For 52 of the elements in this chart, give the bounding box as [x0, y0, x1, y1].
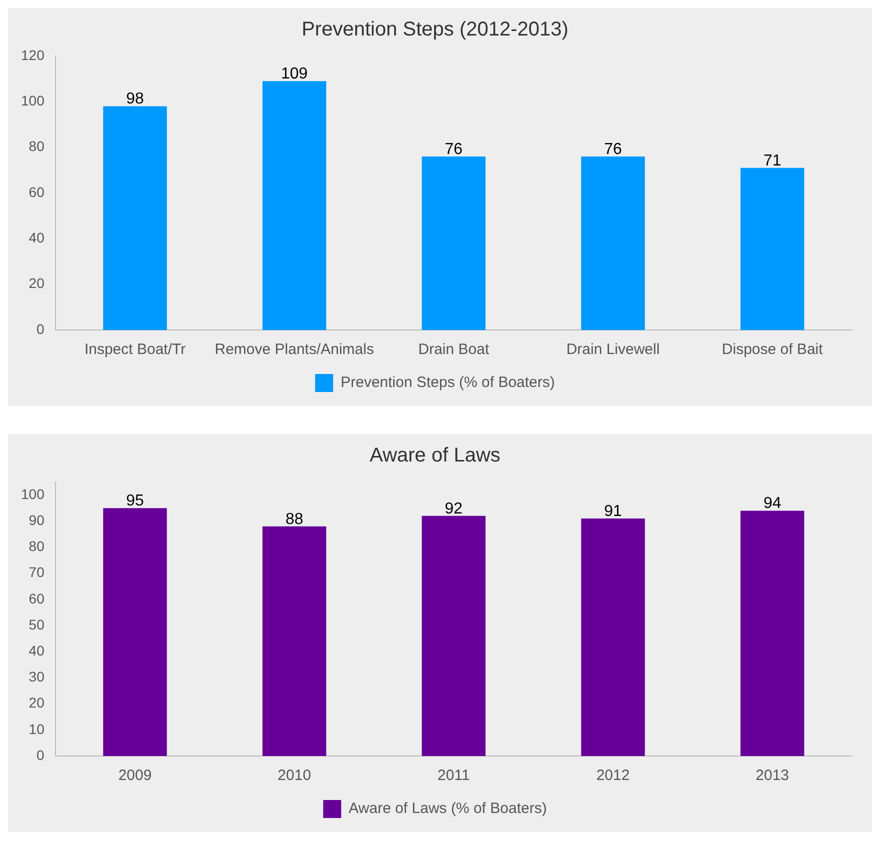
y-tick-label: 20 — [28, 275, 45, 292]
x-tick-label: Inspect Boat/Tr — [84, 341, 186, 358]
x-tick-label: 2012 — [596, 767, 630, 784]
chart-title: Aware of Laws — [370, 444, 500, 467]
y-tick-label: 120 — [21, 46, 45, 63]
data-label: 76 — [444, 140, 463, 158]
data-label: 91 — [604, 502, 622, 520]
y-tick-label: 60 — [28, 590, 45, 606]
bar — [422, 516, 486, 756]
bar — [262, 81, 326, 330]
bar — [103, 508, 167, 756]
y-tick-label: 80 — [28, 538, 45, 554]
x-tick-label: 2013 — [756, 767, 790, 784]
y-tick-label: 10 — [28, 720, 45, 737]
y-tick-label: 0 — [36, 746, 45, 763]
x-tick-label: 2011 — [438, 767, 470, 784]
y-tick-label: 40 — [28, 230, 45, 246]
y-tick-label: 70 — [28, 564, 45, 580]
bar — [581, 518, 645, 756]
bar — [581, 156, 645, 330]
y-tick-label: 60 — [28, 184, 45, 200]
legend-label: Prevention Steps (% of Boaters) — [340, 374, 555, 392]
x-tick-label: 2009 — [118, 767, 152, 784]
x-tick-label: Dispose of Bait — [722, 341, 824, 358]
data-label: 98 — [126, 90, 144, 108]
data-label: 76 — [604, 140, 622, 158]
y-tick-label: 20 — [28, 694, 45, 711]
bar — [262, 526, 326, 756]
data-label: 71 — [763, 152, 782, 170]
y-tick-label: 100 — [21, 92, 45, 109]
x-tick-label: 2010 — [278, 767, 312, 784]
y-tick-label: 80 — [28, 138, 45, 154]
data-label: 95 — [126, 492, 144, 510]
y-tick-label: 90 — [28, 512, 45, 528]
legend-label: Aware of Laws (% of Boaters) — [348, 800, 547, 818]
data-label: 94 — [763, 495, 782, 512]
x-tick-label: Drain Livewell — [566, 341, 660, 358]
bar — [422, 156, 486, 330]
data-label: 92 — [444, 500, 463, 518]
x-tick-label: Remove Plants/Animals — [214, 341, 374, 358]
x-tick-label: Drain Boat — [418, 341, 490, 358]
y-tick-label: 40 — [28, 642, 45, 658]
bar — [103, 106, 167, 330]
data-label: 88 — [285, 510, 304, 528]
bar — [740, 510, 804, 756]
y-tick-label: 30 — [28, 668, 45, 685]
data-label: 109 — [281, 66, 308, 83]
chart-title: Prevention Steps (2012-2013) — [302, 18, 568, 41]
y-tick-label: 50 — [28, 616, 45, 632]
bar — [740, 168, 804, 330]
y-tick-label: 0 — [36, 320, 45, 337]
y-tick-label: 100 — [21, 486, 45, 502]
